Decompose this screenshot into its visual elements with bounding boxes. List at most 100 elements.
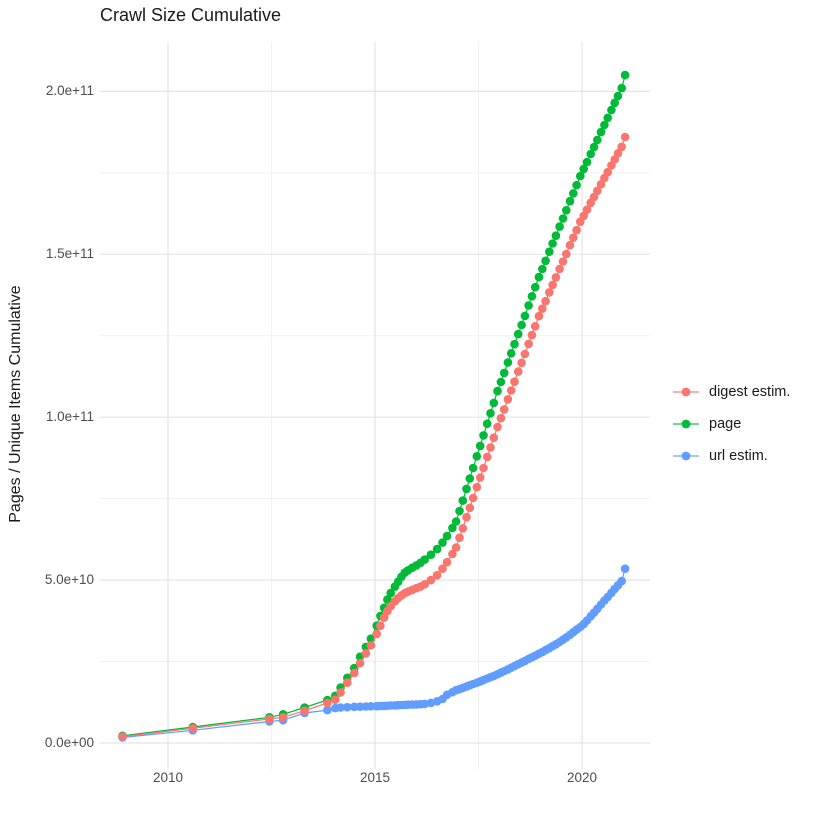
data-point-page xyxy=(593,135,602,145)
data-point-digest-estim xyxy=(420,580,430,589)
series-url-estim xyxy=(118,564,630,742)
data-point-digest-estim xyxy=(350,668,359,678)
x-tick-label-2010: 2010 xyxy=(152,770,184,785)
data-point-page xyxy=(448,523,457,533)
data-point-digest-estim xyxy=(617,142,626,152)
data-point-page xyxy=(479,431,488,440)
data-point-page xyxy=(499,368,509,378)
data-point-digest-estim xyxy=(462,512,471,522)
data-point-digest-estim xyxy=(426,575,436,585)
data-point-page xyxy=(565,196,575,206)
data-point-page xyxy=(506,349,516,358)
data-point-digest-estim xyxy=(555,264,564,274)
data-point-page xyxy=(486,409,495,418)
data-point-digest-estim xyxy=(545,288,554,297)
data-point-page xyxy=(600,120,609,130)
y-tick-label-1_5e11: 1.5e+11 xyxy=(45,246,94,261)
data-point-page xyxy=(520,311,530,321)
data-point-page xyxy=(465,474,475,483)
data-point-page xyxy=(558,214,568,223)
y-tick-label-0_0e00: 0.0e+00 xyxy=(44,735,94,750)
gridlines-major xyxy=(100,42,650,769)
series-page xyxy=(118,70,630,741)
data-point-page xyxy=(610,98,619,108)
data-point-digest-estim xyxy=(541,296,550,306)
data-point-digest-estim xyxy=(455,533,464,542)
data-point-page xyxy=(468,463,478,473)
data-point-digest-estim xyxy=(513,367,523,376)
data-point-digest-estim xyxy=(323,698,332,708)
data-point-digest-estim xyxy=(343,678,352,687)
data-point-page xyxy=(555,222,564,231)
x-tick-label-2020: 2020 xyxy=(566,770,598,785)
data-point-page xyxy=(420,555,430,564)
data-point-digest-estim xyxy=(551,273,561,282)
data-point-digest-estim xyxy=(265,714,274,724)
data-point-page xyxy=(579,164,588,174)
data-point-page xyxy=(582,157,592,167)
data-point-digest-estim xyxy=(558,257,568,266)
chart-title: Crawl Size Cumulative xyxy=(100,5,282,25)
data-point-page xyxy=(493,386,502,396)
data-point-digest-estim xyxy=(489,433,499,443)
data-point-digest-estim xyxy=(300,706,309,715)
data-point-page xyxy=(451,517,461,526)
y-axis-title: Pages / Unique Items Cumulative xyxy=(7,285,24,523)
series-line-digest-estim xyxy=(122,136,626,738)
data-point-digest-estim xyxy=(527,330,537,340)
legend-entry-url-estim: url estim. xyxy=(672,440,790,472)
data-point-page xyxy=(596,127,606,137)
data-point-digest-estim xyxy=(534,311,544,321)
data-point-digest-estim xyxy=(520,349,530,359)
data-point-page xyxy=(510,339,519,349)
data-point-digest-estim xyxy=(499,405,509,414)
data-point-page xyxy=(524,301,533,310)
data-point-digest-estim xyxy=(603,167,612,177)
data-point-digest-estim xyxy=(336,688,345,697)
series-line-url-estim xyxy=(122,568,626,739)
data-point-page xyxy=(613,91,623,101)
data-point-digest-estim xyxy=(565,240,575,250)
data-point-page xyxy=(545,247,554,256)
data-point-page xyxy=(617,83,626,93)
data-point-digest-estim xyxy=(432,570,442,580)
data-point-page xyxy=(589,142,599,152)
data-point-page xyxy=(569,189,578,198)
data-point-page xyxy=(534,272,544,282)
data-point-digest-estim xyxy=(613,149,623,158)
legend-label-page: page xyxy=(709,416,742,432)
data-point-digest-estim xyxy=(438,564,447,573)
legend-key-url-icon xyxy=(673,451,699,461)
data-point-page xyxy=(562,206,571,215)
data-point-digest-estim xyxy=(355,658,365,668)
data-point-url-estim xyxy=(620,564,630,573)
data-point-page xyxy=(538,264,547,274)
data-point-page xyxy=(386,588,396,598)
data-point-digest-estim xyxy=(506,386,516,395)
data-point-url-estim xyxy=(617,576,626,586)
legend-label-url-estim: url estim. xyxy=(709,448,768,464)
data-point-digest-estim xyxy=(465,503,475,513)
data-point-page xyxy=(541,256,550,266)
y-tick-label-5_0e10: 5.0e+10 xyxy=(44,572,94,587)
data-point-page xyxy=(438,538,447,547)
data-point-page xyxy=(551,231,561,240)
y-tick-label-2_0e11: 2.0e+11 xyxy=(45,83,94,98)
data-point-digest-estim xyxy=(496,413,506,423)
data-point-digest-estim xyxy=(118,732,127,741)
data-point-page xyxy=(576,171,585,181)
data-point-digest-estim xyxy=(530,322,540,331)
data-point-digest-estim xyxy=(569,233,578,242)
data-point-digest-estim xyxy=(524,339,533,349)
data-point-page xyxy=(548,239,557,248)
data-point-page xyxy=(572,180,581,190)
legend-entry-digest-estim: digest estim. xyxy=(672,376,790,408)
data-point-digest-estim xyxy=(361,649,371,658)
data-point-digest-estim xyxy=(472,482,482,492)
data-point-page xyxy=(603,113,612,123)
data-point-page xyxy=(517,320,526,330)
legend-entry-page: page xyxy=(672,408,790,440)
data-point-page xyxy=(530,282,540,292)
